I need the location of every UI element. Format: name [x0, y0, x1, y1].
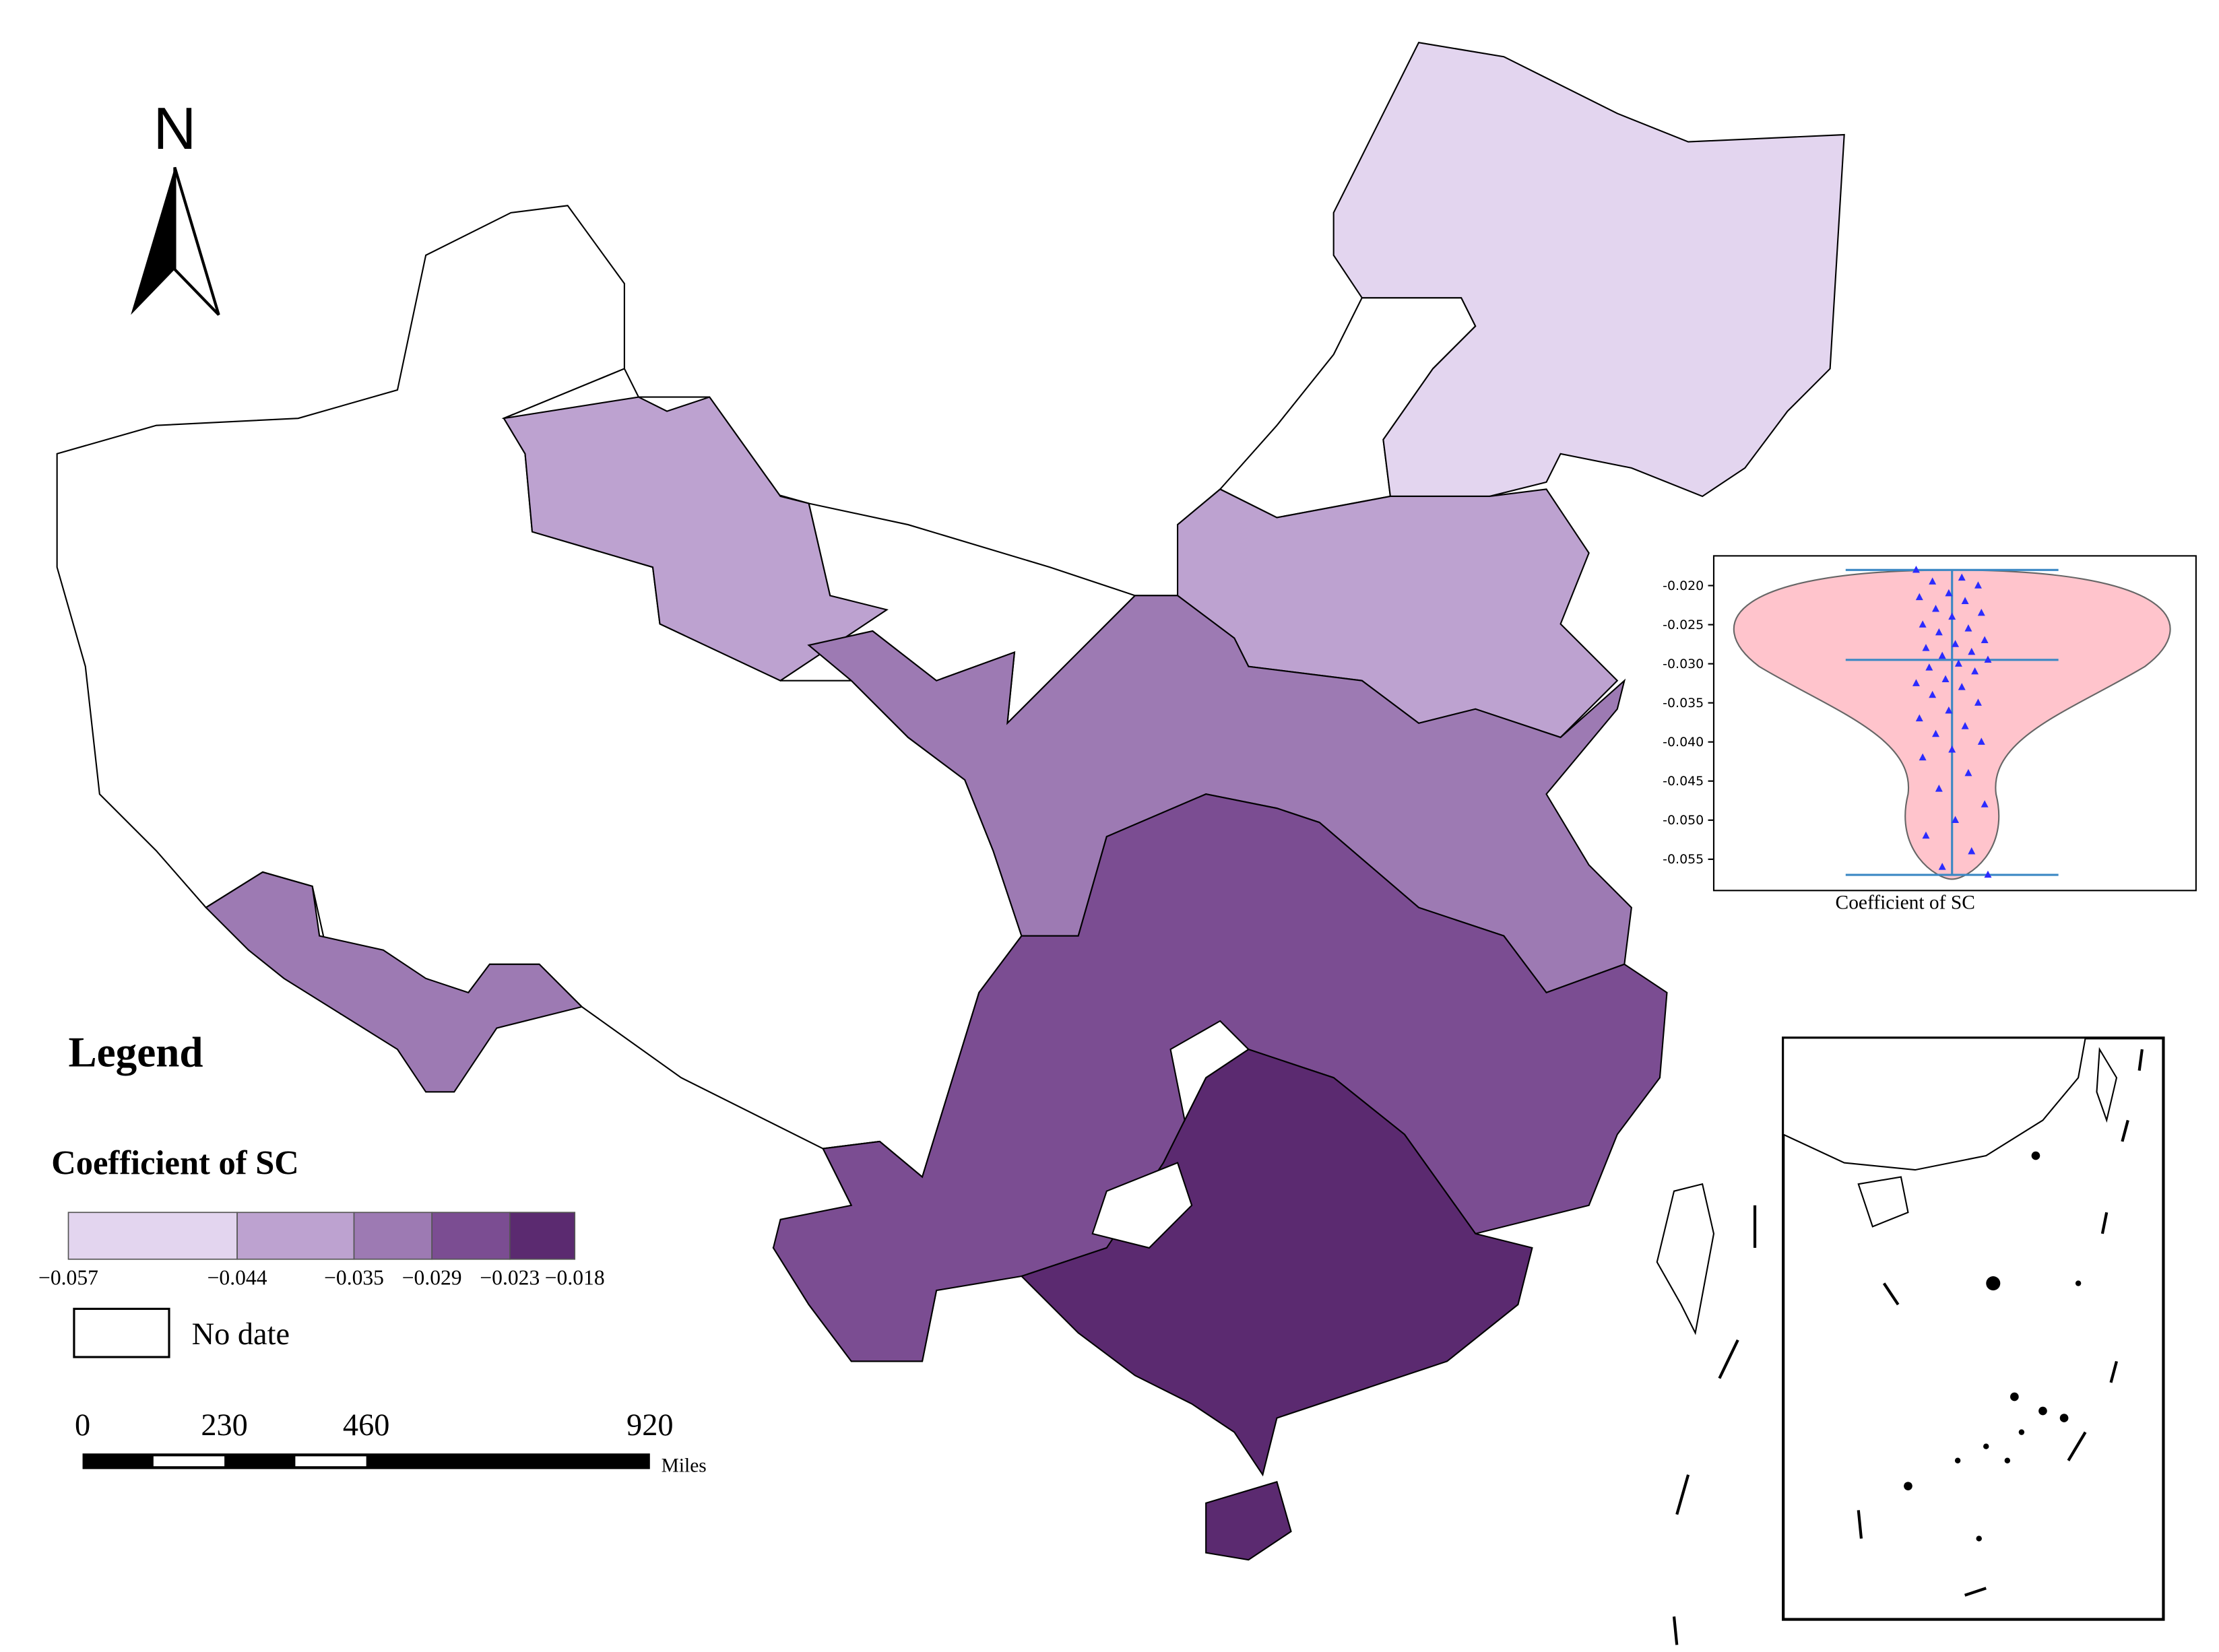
violin-point: [1919, 753, 1927, 761]
violin-point: [1941, 675, 1950, 683]
violin-point: [1971, 667, 1979, 675]
violin-point: [1981, 800, 1989, 807]
no-data-region: [1169, 1020, 1250, 1123]
violin-point: [1945, 589, 1953, 597]
legend-swatch: [509, 1212, 576, 1260]
region: [772, 793, 1668, 1362]
inset-dashes: [1857, 1049, 2144, 1597]
violin-point: [1938, 863, 1946, 870]
y-tick-label: -0.050: [1663, 813, 1704, 828]
scale-bar-label: 0: [75, 1408, 90, 1443]
no-data-swatch: [73, 1307, 170, 1358]
violin-point: [1912, 565, 1920, 573]
violin-point: [1961, 597, 1969, 604]
inset-hainan: [1857, 1176, 1909, 1228]
scale-bar-label: 230: [201, 1408, 247, 1443]
violin-point: [1932, 605, 1939, 612]
legend-break-label: −0.029: [402, 1266, 462, 1290]
legend-ramp: −0.057 −0.044 −0.035 −0.029 −0.023 −0.018: [38, 1212, 605, 1290]
legend-title: Legend: [69, 1028, 203, 1076]
legend-break-label: −0.023: [480, 1266, 540, 1290]
violin-point: [1958, 573, 1966, 581]
y-tick-label: -0.025: [1663, 618, 1704, 632]
violin-layer: -0.020 -0.025 -0.030 -0.035 -0.040 -0.045 -0.0…: [1663, 565, 2059, 914]
violin-point: [1935, 785, 1943, 792]
boundary-dashes: [1672, 1205, 1757, 1645]
north-label: N: [153, 95, 196, 162]
y-tick-label: -0.055: [1663, 852, 1704, 867]
violin-point: [1948, 612, 1956, 620]
violin-point: [1974, 698, 1982, 706]
no-data-region: [1091, 1162, 1193, 1249]
legend-break-label: −0.057: [38, 1266, 98, 1290]
scale-bar-label: 460: [343, 1408, 389, 1443]
scale-bar: 0 230 460 920 Miles: [75, 1408, 707, 1477]
legend-subtitle: Coefficient of SC: [51, 1144, 299, 1181]
violin-point: [1964, 624, 1972, 632]
violin-point: [1915, 714, 1923, 722]
north-arrow: [173, 166, 220, 316]
legend-break-label: −0.044: [207, 1266, 267, 1290]
y-tick-label: -0.020: [1663, 579, 1704, 593]
legend-swatch: [236, 1212, 355, 1260]
violin-xlabel: Coefficient of SC: [1836, 892, 1975, 914]
violin-point: [1954, 659, 1962, 667]
scale-bar-segment: [153, 1456, 225, 1467]
violin-point: [1968, 647, 1976, 655]
violin-point: [1952, 640, 1960, 647]
legend-swatch: [67, 1212, 238, 1260]
map-regions: [56, 42, 1845, 1561]
legend-break-label: −0.035: [324, 1266, 384, 1290]
scale-bar-segment: [295, 1456, 366, 1467]
inset-islands: [1904, 1151, 2082, 1542]
legend-break-label: −0.018: [545, 1266, 605, 1290]
violin-point: [1974, 581, 1982, 589]
violin-point: [1932, 729, 1939, 737]
north-arrow: [131, 167, 175, 315]
violin-point: [1977, 608, 1985, 616]
violin-point: [1912, 679, 1920, 686]
region: [503, 396, 889, 682]
y-tick-label: -0.035: [1663, 696, 1704, 711]
inset-mainland: [1782, 1037, 2086, 1171]
violin-point: [1948, 746, 1956, 753]
violin-point: [1919, 620, 1927, 628]
violin-point: [1925, 663, 1933, 671]
taiwan: [1656, 1183, 1715, 1335]
y-tick-label: -0.040: [1663, 735, 1704, 750]
scale-bar-unit: Miles: [662, 1455, 707, 1477]
violin-point: [1984, 655, 1992, 663]
violin-point: [1952, 816, 1960, 824]
violin-point: [1964, 768, 1972, 777]
no-data-label: No date: [192, 1317, 290, 1352]
violin-point: [1929, 577, 1937, 585]
violin-point: [1977, 737, 1985, 745]
region: [1332, 42, 1845, 498]
violin-point: [1929, 690, 1937, 698]
y-tick-label: -0.030: [1663, 657, 1704, 671]
violin-point: [1984, 870, 1992, 878]
violin-point: [1922, 644, 1930, 651]
violin-point: [1915, 593, 1923, 601]
violin-point: [1922, 831, 1930, 839]
legend-swatch: [353, 1212, 433, 1260]
y-tick-label: -0.045: [1663, 774, 1704, 789]
violin-point: [1945, 706, 1953, 714]
violin-point: [1958, 683, 1966, 690]
violin-point: [1961, 722, 1969, 729]
scale-bar-label: 920: [626, 1408, 673, 1443]
inset-taiwan: [2096, 1047, 2118, 1123]
region: [205, 871, 583, 1093]
violin-point: [1968, 847, 1976, 855]
violin-point: [1938, 651, 1946, 659]
violin-point: [1981, 636, 1989, 643]
violin-point: [1935, 628, 1943, 636]
legend-swatch: [431, 1212, 511, 1260]
region: [1205, 1481, 1292, 1561]
